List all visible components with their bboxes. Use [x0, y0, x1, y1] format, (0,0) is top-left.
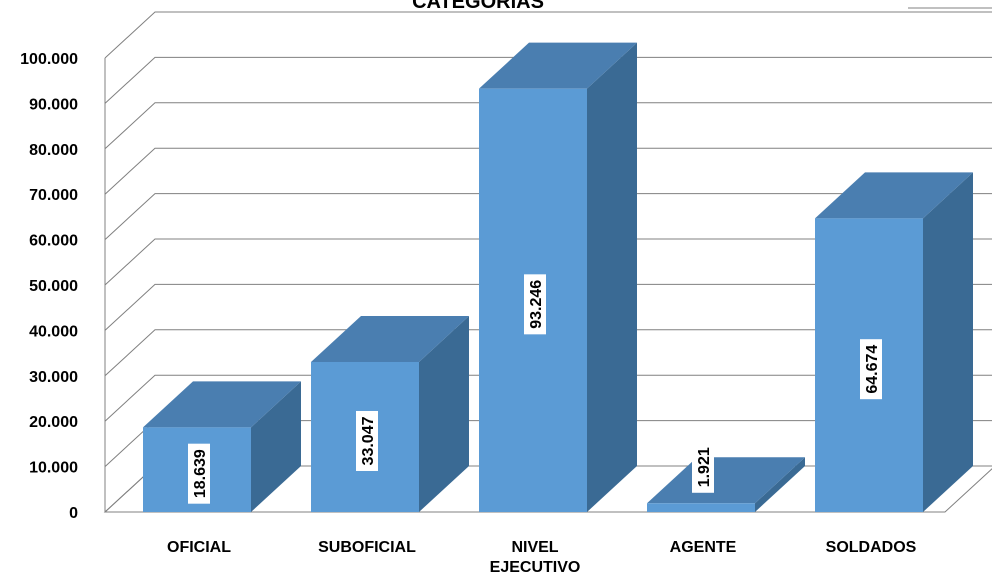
bar-side [419, 315, 469, 512]
gridline [104, 147, 992, 195]
bar-side [251, 381, 301, 512]
x-category-label: SUBOFICIAL [318, 539, 416, 556]
bar-top [143, 381, 301, 428]
gridline [104, 102, 992, 150]
data-label-box [356, 410, 378, 471]
x-category-label: EJECUTIVO [490, 559, 581, 575]
x-category-label: OFICIAL [167, 539, 231, 556]
data-label: 33.047 [356, 410, 378, 471]
data-label-text: 93.246 [528, 280, 545, 329]
x-category-label: NIVEL [511, 539, 558, 556]
y-tick-label: 40.000 [29, 323, 78, 340]
data-label-text: 33.047 [360, 416, 377, 465]
data-label: 18.639 [188, 443, 210, 504]
bar: 64.674 [815, 172, 973, 512]
bar-top [479, 42, 637, 89]
y-tick-label: 80.000 [29, 142, 78, 159]
bars: 18.639 33.047 93.246 1.921 64.674 [143, 42, 973, 513]
bar-side [755, 457, 805, 512]
gridline [104, 283, 992, 331]
bar: 33.047 [311, 315, 469, 512]
y-tick-label: 0 [69, 505, 78, 522]
y-tick-label: 50.000 [29, 278, 78, 295]
x-category-label: SOLDADOS [826, 539, 917, 556]
gridline [104, 193, 992, 240]
bar: 1.921 [647, 441, 805, 512]
data-label: 1.921 [692, 441, 714, 493]
gridline [104, 56, 992, 104]
bar-front [647, 503, 755, 512]
bar: 18.639 [143, 381, 301, 512]
bar: 93.246 [479, 42, 637, 513]
y-tick-label: 20.000 [29, 414, 78, 431]
x-category-label: AGENTE [670, 539, 737, 556]
y-tick-label: 70.000 [29, 187, 78, 204]
bar-side [587, 42, 637, 513]
data-label-text: 1.921 [696, 447, 713, 487]
gridline [104, 329, 992, 377]
bar-top [815, 172, 973, 219]
gridline [104, 238, 992, 286]
bar-side [923, 172, 973, 512]
x-axis-categories: OFICIAL SUBOFICIAL NIVEL EJECUTIVO AGENTE SOL… [167, 539, 917, 575]
y-tick-label: 90.000 [29, 96, 78, 113]
data-label-box [188, 443, 210, 504]
y-tick-label: 100.000 [20, 51, 78, 68]
y-tick-label: 60.000 [29, 233, 78, 250]
data-label: 64.674 [860, 339, 882, 400]
gridline [104, 374, 992, 422]
data-label-box [524, 274, 546, 335]
y-tick-label: 10.000 [29, 460, 78, 477]
bar-top [647, 457, 805, 504]
y-tick-label: 30.000 [29, 369, 78, 386]
data-label-text: 18.639 [192, 449, 209, 498]
chart-title: CATEGORIAS [412, 0, 544, 13]
bar-top [311, 315, 469, 362]
data-label: 93.246 [524, 274, 546, 335]
gridline [104, 11, 992, 59]
y-axis-ticks: 0 10.000 20.000 30.000 40.000 50.000 60.000 70.… [20, 51, 78, 522]
data-label-box [860, 339, 882, 400]
data-label-text: 64.674 [864, 345, 881, 394]
data-label-box [692, 441, 714, 493]
